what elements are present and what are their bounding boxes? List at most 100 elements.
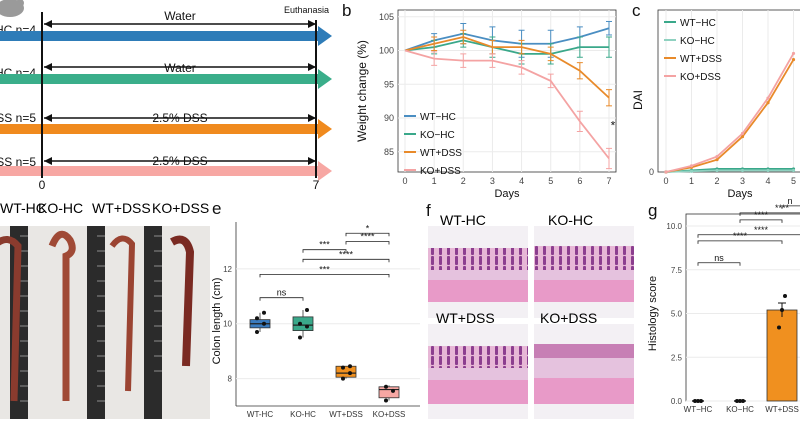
xtick-label-b: 6 xyxy=(577,176,582,186)
panel-f-histology: f xyxy=(422,196,640,419)
treatment-label-1: Water xyxy=(164,9,196,23)
xtick-label-b: 7 xyxy=(606,176,611,186)
significance-label-e: *** xyxy=(319,240,330,250)
data-point-g xyxy=(696,399,700,403)
significance-bracket-g xyxy=(697,240,783,244)
colon-photo-panel: WT-HC KO-HC WT+DSS KO+DSS xyxy=(0,196,210,419)
ytick-label-b: 105 xyxy=(379,12,394,22)
significance-label-g: **** xyxy=(754,225,769,235)
xtick-label-e: WT-HC xyxy=(247,410,273,419)
panel-a-timeline: Euthanasia WT-HC n=4 Water KO-HC n=4 Wat… xyxy=(0,0,332,190)
chart-g-histology-score: g 0.0 2.5 5.0 7.5 10.0 Histology score WT−HC KO−… xyxy=(647,196,800,414)
series-line-c-3 xyxy=(665,59,795,173)
treatment-label-3: 2.5% DSS xyxy=(152,111,207,125)
xtick-label-c: 1 xyxy=(689,176,694,186)
data-point-g xyxy=(699,399,703,403)
data-point-c xyxy=(715,158,719,162)
y-axis-label-b: Weight change (%) xyxy=(355,40,369,142)
histology-image-3 xyxy=(428,324,528,419)
chart-c-dai: c 0 1 2 3 4 5 0 Days DAI WT−HC KO−HC WT+DSS KO+DSS xyxy=(631,1,800,200)
day-start: 0 xyxy=(39,178,46,190)
histology-label-4: KO+DSS xyxy=(540,310,598,326)
data-point-c xyxy=(766,101,770,105)
significance-label-g: **** xyxy=(733,231,748,241)
histology-label-3: WT+DSS xyxy=(436,310,495,326)
data-point-e xyxy=(384,384,388,389)
ytick-label-b: 85 xyxy=(384,147,394,157)
ytick-label-g: 10.0 xyxy=(666,222,682,231)
xtick-label-e: KO-HC xyxy=(290,410,316,419)
significance-label-g: ns xyxy=(714,253,724,263)
significance-bracket-e xyxy=(345,241,390,245)
data-point-c xyxy=(664,170,668,174)
significance-bracket-e xyxy=(259,273,390,278)
series-line-2 xyxy=(404,39,609,55)
data-point-e xyxy=(384,398,388,403)
data-point-e xyxy=(262,321,266,326)
significance-label-e: **** xyxy=(339,249,354,259)
histology-image-1 xyxy=(428,226,528,318)
xtick-label-b: 5 xyxy=(548,176,553,186)
panel-letter-g: g xyxy=(648,201,657,220)
xtick-label-c: 0 xyxy=(663,176,668,186)
timeline-row-1: WT-HC n=4 Water xyxy=(0,9,332,46)
ytick-label-e: 8 xyxy=(228,375,233,384)
data-point-c xyxy=(689,169,694,173)
photo-label-4: KO+DSS xyxy=(152,200,210,216)
legend-label-c: KO−HC xyxy=(680,36,715,47)
x-axis-label-c: Days xyxy=(727,188,753,200)
significance-bracket-g xyxy=(739,219,783,223)
day-end: 7 xyxy=(313,178,320,190)
data-point-c xyxy=(740,168,745,173)
data-point-e xyxy=(341,376,345,381)
significance-bracket-g xyxy=(781,205,800,209)
significance-label-g: n xyxy=(787,196,792,206)
data-point-c xyxy=(766,96,770,100)
series-line-1 xyxy=(404,27,610,52)
timeline-row-2: KO-HC n=4 Water xyxy=(0,61,332,89)
data-point-c xyxy=(791,57,796,62)
bar-3 xyxy=(766,309,798,402)
xtick-label-b: 4 xyxy=(519,176,524,186)
xtick-label-g: WT−HC xyxy=(684,405,713,414)
xtick-label-b: 2 xyxy=(461,176,466,186)
data-point-c xyxy=(740,134,745,139)
data-point-e xyxy=(255,316,259,321)
data-point-g xyxy=(780,308,784,312)
colon-photo xyxy=(0,196,210,419)
data-point-g xyxy=(777,325,781,330)
box-2 xyxy=(292,316,314,331)
significance-bracket-g xyxy=(739,212,800,216)
ytick-label-g: 7.5 xyxy=(671,266,683,275)
legend-label: WT−HC xyxy=(420,112,456,123)
data-point-g xyxy=(735,399,739,403)
significance-label-e: ns xyxy=(277,288,287,298)
data-point-e xyxy=(391,388,395,393)
panel-letter-e: e xyxy=(212,199,221,218)
ytick-label-g: 0.0 xyxy=(671,397,683,406)
data-point-c xyxy=(791,51,796,56)
data-point-e xyxy=(341,365,345,370)
data-point-e xyxy=(305,308,309,313)
histology-image-4 xyxy=(534,324,634,419)
legend-label-c: KO+DSS xyxy=(680,72,721,83)
panel-letter-f: f xyxy=(426,201,431,220)
significance-bracket-e xyxy=(259,297,304,301)
treatment-label-2: Water xyxy=(164,61,196,75)
series-line-3 xyxy=(404,36,610,99)
y-axis-label-c: DAI xyxy=(631,90,645,110)
y-axis-label-e: Colon length (cm) xyxy=(211,278,223,365)
histology-image-2 xyxy=(534,226,634,318)
xtick-label-e: KO+DSS xyxy=(373,410,406,419)
legend-label: KO+DSS xyxy=(420,166,461,177)
data-point-g xyxy=(783,294,787,298)
box-4 xyxy=(378,386,400,399)
xtick-label-c: 4 xyxy=(765,176,770,186)
mouse-icon xyxy=(0,0,24,17)
legend-label-c: WT+DSS xyxy=(680,54,722,65)
histology-label-1: WT-HC xyxy=(440,212,486,228)
ytick-label-c: 0 xyxy=(649,167,654,177)
series-line-c-2 xyxy=(665,169,794,173)
data-point-e xyxy=(255,329,259,334)
